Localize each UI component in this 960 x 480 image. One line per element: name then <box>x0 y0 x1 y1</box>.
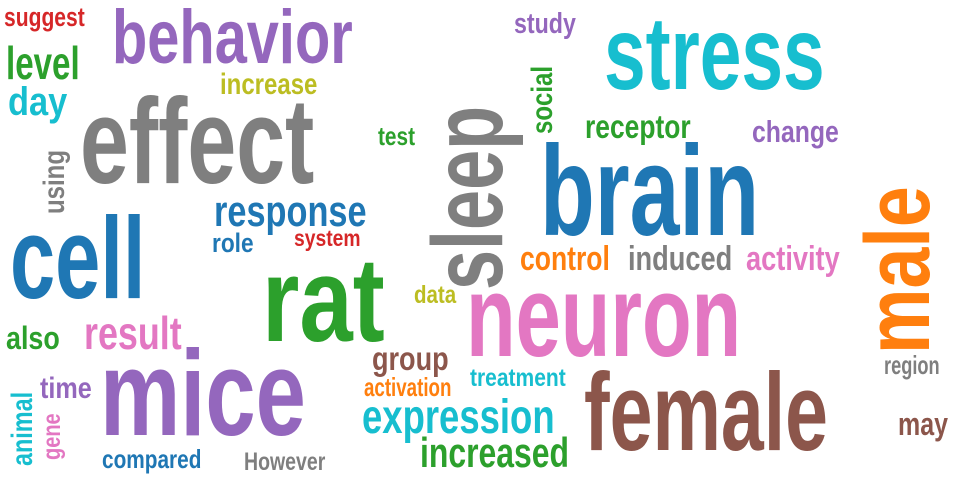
word-study: study <box>514 8 576 40</box>
word-suggest: suggest <box>4 2 85 32</box>
word-level: level <box>6 37 80 89</box>
word-role: role <box>212 228 254 258</box>
word-animal: animal <box>6 391 39 466</box>
word-however: However <box>244 448 326 476</box>
word-test: test <box>378 121 415 151</box>
word-data: data <box>414 281 457 309</box>
word-result: result <box>84 307 182 359</box>
word-compared: compared <box>102 444 202 474</box>
word-mice: mice <box>100 325 306 461</box>
word-stress: stress <box>604 0 825 112</box>
word-rat: rat <box>262 233 385 367</box>
word-group: group <box>372 340 449 377</box>
word-system: system <box>294 225 361 251</box>
word-induced: induced <box>628 240 733 278</box>
word-increased: increased <box>420 429 570 476</box>
word-receptor: receptor <box>585 108 691 145</box>
word-also: also <box>6 320 60 356</box>
word-change: change <box>752 114 839 149</box>
word-may: may <box>898 406 948 442</box>
word-behavior: behavior <box>112 0 353 80</box>
word-neuron: neuron <box>466 251 742 381</box>
word-cell: cell <box>10 193 146 323</box>
word-female: female <box>584 351 828 474</box>
word-male: male <box>847 186 949 354</box>
word-time: time <box>40 372 92 405</box>
word-expression: expression <box>362 391 555 444</box>
word-activity: activity <box>746 240 840 278</box>
word-region: region <box>884 350 940 380</box>
word-increase: increase <box>220 68 318 101</box>
word-effect: effect <box>80 73 315 209</box>
word-gene: gene <box>38 413 66 460</box>
word-activation: activation <box>364 372 452 402</box>
word-control: control <box>520 240 610 278</box>
word-day: day <box>8 80 68 124</box>
word-treatment: treatment <box>470 364 566 392</box>
word-brain: brain <box>540 120 760 263</box>
word-response: response <box>214 187 367 236</box>
